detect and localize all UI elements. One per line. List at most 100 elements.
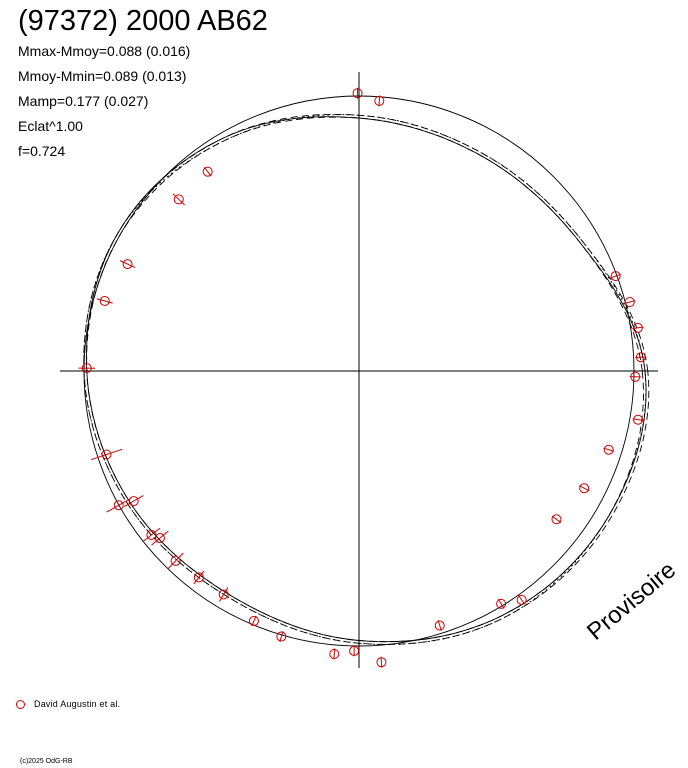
point-marker <box>434 620 445 631</box>
fitted-curve-3 <box>83 114 647 645</box>
error-bar <box>632 418 644 422</box>
legend-marker-icon <box>16 699 25 709</box>
error-bar <box>167 552 184 570</box>
copyright-text: (c)2025 OdG-RB <box>20 758 73 765</box>
data-point <box>374 95 385 107</box>
data-point <box>516 594 527 605</box>
point-marker <box>579 483 590 494</box>
data-point <box>276 631 287 642</box>
error-bar <box>603 447 615 452</box>
data-point <box>248 615 259 627</box>
legend: David Augustin et al. <box>16 699 120 709</box>
data-point <box>78 363 96 374</box>
point-marker <box>496 598 507 609</box>
data-point <box>202 166 213 177</box>
data-point <box>352 87 363 99</box>
point-marker <box>218 589 229 600</box>
point-marker <box>276 631 287 642</box>
error-bar <box>437 620 442 631</box>
data-points <box>78 87 647 668</box>
fitted-curve-2 <box>86 116 644 643</box>
point-marker <box>101 449 112 460</box>
point-marker <box>630 371 641 382</box>
error-bar <box>610 273 621 279</box>
point-marker <box>193 572 204 583</box>
stat-mmoy-mmin: Mmoy-Mmin=0.089 (0.013) <box>18 68 187 84</box>
data-point <box>119 259 136 270</box>
point-marker <box>146 529 157 540</box>
error-bar <box>96 298 113 304</box>
point-marker <box>610 271 621 282</box>
point-marker <box>122 259 133 270</box>
data-point <box>96 295 113 306</box>
data-point <box>218 587 229 602</box>
point-marker <box>374 95 385 106</box>
legend-label: David Augustin et al. <box>34 699 121 709</box>
point-marker <box>516 594 527 605</box>
data-point <box>624 296 636 307</box>
error-bar <box>624 300 636 304</box>
point-marker <box>202 166 213 177</box>
point-marker <box>603 444 614 455</box>
error-bar <box>378 95 381 107</box>
point-marker <box>173 194 184 205</box>
data-point <box>434 620 445 631</box>
data-point <box>579 483 590 494</box>
error-bar <box>579 485 590 492</box>
error-bar <box>333 648 336 660</box>
point-marker <box>352 88 363 99</box>
fitted-curves <box>83 113 650 645</box>
error-bar <box>172 193 186 206</box>
data-point <box>172 193 186 206</box>
fitted-curve-4 <box>85 116 647 643</box>
error-bar <box>518 595 526 605</box>
error-bar <box>551 515 562 523</box>
data-point <box>142 527 161 543</box>
error-bar <box>106 498 131 513</box>
error-bar <box>90 448 123 461</box>
data-point <box>106 498 131 513</box>
point-marker <box>248 615 259 626</box>
data-point <box>632 322 644 333</box>
data-point <box>329 648 340 660</box>
point-marker <box>99 295 110 306</box>
data-point <box>123 495 144 508</box>
point-marker <box>633 414 644 425</box>
point-marker <box>376 657 387 668</box>
stat-mamp: Mamp=0.177 (0.027) <box>18 93 149 109</box>
error-bar <box>193 570 205 585</box>
data-point <box>610 271 621 282</box>
error-bar <box>497 598 505 609</box>
stat-f: f=0.724 <box>18 143 66 159</box>
error-bar <box>151 530 169 546</box>
data-point <box>90 448 123 461</box>
point-marker <box>349 645 360 656</box>
point-marker <box>635 352 646 363</box>
point-marker <box>81 363 92 374</box>
data-point <box>551 514 562 525</box>
point-marker <box>551 514 562 525</box>
data-point <box>193 570 205 585</box>
error-bar <box>279 631 284 642</box>
error-bar <box>218 587 229 602</box>
chart-title: (97372) 2000 AB62 <box>18 5 268 37</box>
plot-axes <box>60 72 658 668</box>
data-point <box>349 645 360 657</box>
error-bar <box>380 656 383 668</box>
point-marker <box>154 533 165 544</box>
data-point <box>632 414 644 425</box>
error-bar <box>123 495 144 508</box>
error-bar <box>119 260 136 268</box>
error-bar <box>251 615 257 627</box>
point-marker <box>624 296 635 307</box>
data-point <box>603 444 615 455</box>
data-point <box>496 598 507 609</box>
fitted-curve-1 <box>83 113 650 645</box>
stat-eclat: Eclat^1.00 <box>18 118 83 134</box>
error-bar <box>203 166 212 177</box>
data-point <box>635 352 647 363</box>
point-marker <box>128 496 139 507</box>
stat-mmax-mmoy: Mmax-Mmoy=0.088 (0.016) <box>18 43 191 59</box>
point-marker <box>329 648 340 659</box>
